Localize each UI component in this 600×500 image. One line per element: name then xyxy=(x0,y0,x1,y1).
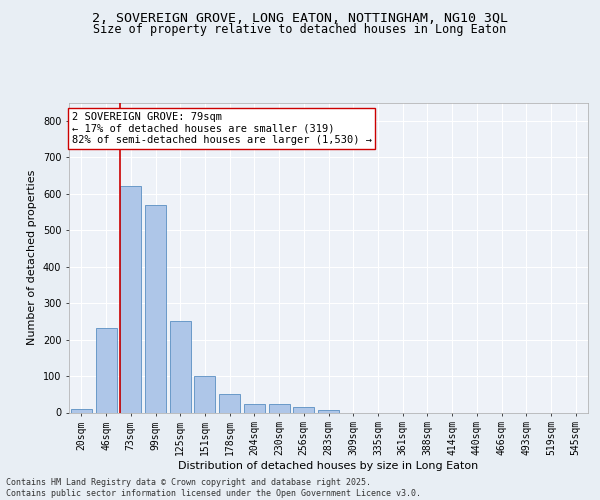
Bar xyxy=(120,186,141,412)
Bar xyxy=(269,404,290,412)
Bar xyxy=(293,407,314,412)
Bar xyxy=(194,376,215,412)
X-axis label: Distribution of detached houses by size in Long Eaton: Distribution of detached houses by size … xyxy=(178,461,479,471)
Bar xyxy=(170,322,191,412)
Text: Size of property relative to detached houses in Long Eaton: Size of property relative to detached ho… xyxy=(94,22,506,36)
Text: 2 SOVEREIGN GROVE: 79sqm
← 17% of detached houses are smaller (319)
82% of semi-: 2 SOVEREIGN GROVE: 79sqm ← 17% of detach… xyxy=(71,112,371,145)
Bar xyxy=(244,404,265,412)
Y-axis label: Number of detached properties: Number of detached properties xyxy=(28,170,37,345)
Text: Contains HM Land Registry data © Crown copyright and database right 2025.
Contai: Contains HM Land Registry data © Crown c… xyxy=(6,478,421,498)
Bar xyxy=(71,409,92,412)
Bar xyxy=(219,394,240,412)
Bar xyxy=(318,410,339,412)
Text: 2, SOVEREIGN GROVE, LONG EATON, NOTTINGHAM, NG10 3QL: 2, SOVEREIGN GROVE, LONG EATON, NOTTINGH… xyxy=(92,12,508,26)
Bar xyxy=(95,328,116,412)
Bar xyxy=(145,204,166,412)
